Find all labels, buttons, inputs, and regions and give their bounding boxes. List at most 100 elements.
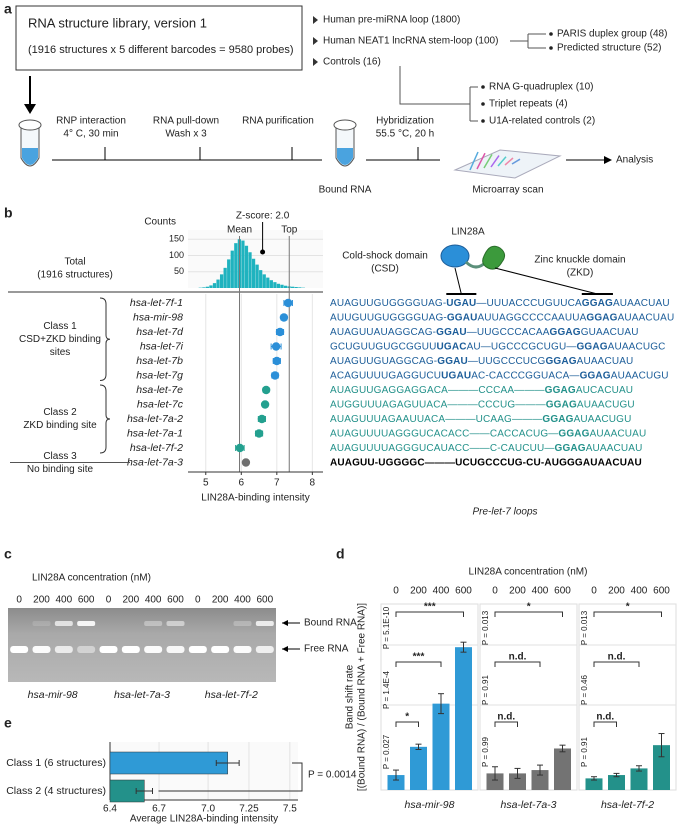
bar [531, 770, 549, 790]
histogram-label: Total [64, 257, 85, 268]
sequence-segment: GGAG [576, 341, 607, 352]
histogram-bar [283, 285, 288, 288]
sequence: AUAGUUGAGGAGGACA———CCCAA———GGAGAUCACUAU [330, 385, 633, 396]
x-tick-label: 400 [532, 586, 549, 597]
panel-label: a [4, 1, 12, 17]
panel-label: c [4, 546, 12, 562]
x-tick-label: 7.5 [283, 804, 297, 815]
sequence-caption: Pre-let-7 loops [472, 507, 537, 518]
lane-label: 400 [145, 595, 162, 606]
p-value: P = 0.46 [580, 675, 589, 705]
sequence-segment: AUAACUGU [574, 414, 632, 425]
zkd-domain [482, 245, 506, 270]
histogram-bar [205, 286, 210, 288]
microarray [453, 149, 562, 179]
significance-bracket [395, 661, 442, 667]
significance-bracket [494, 611, 563, 617]
free-band [233, 646, 252, 653]
class-description: CSD+ZKD binding [19, 334, 101, 345]
bar [509, 773, 526, 790]
sequence: AUAGUUAUAGGCAG-GGAU—UUGCCCACAAGGAGGUAACU… [330, 327, 639, 338]
bullet [313, 37, 318, 45]
sequence-segment: ACAGUUUUGAGGUCU [330, 370, 441, 381]
sequence-segment: UGAU [446, 298, 476, 309]
category-label: hsa-let-7g [136, 369, 183, 381]
lane-label: 600 [78, 595, 95, 606]
class-description: No binding site [27, 464, 94, 475]
histogram-bar [248, 252, 252, 288]
sequence-segment: GCUGUUGUGCGGUU [330, 341, 437, 352]
histogram-bar [276, 283, 281, 288]
dot [272, 356, 282, 366]
protein-name: LIN28A [451, 227, 485, 238]
bound-band [233, 621, 252, 626]
histogram-bar [241, 240, 245, 288]
x-tick-label: 200 [509, 586, 526, 597]
sequence: AUAGUU-UGGGGC———UCUGCCCUG-CU-AUGGGAUAACU… [330, 457, 642, 468]
free-band [166, 646, 185, 653]
x-tick-label: 600 [455, 586, 472, 597]
lane-label: 0 [195, 595, 201, 606]
tube-cap [333, 119, 357, 131]
p-value: P = 0.013 [580, 610, 589, 645]
pointer [494, 267, 598, 295]
histogram-bar [230, 250, 234, 288]
x-tick-label: 7.25 [239, 804, 259, 815]
neat1-subgroup: Predicted structure (52) [557, 43, 662, 54]
y-axis-label: Band shift rate [345, 664, 356, 729]
sequence-segment: —UUGCCCUCG [468, 356, 546, 367]
category-label: hsa-let-7a-2 [127, 413, 183, 425]
bound-band [255, 621, 274, 626]
chart-title: LIN28A concentration (nM) [469, 567, 588, 578]
arrow-head [24, 104, 36, 114]
p-value: P = 0.99 [481, 737, 490, 767]
class-brace [99, 384, 111, 454]
bar [585, 778, 603, 790]
x-tick-label: 0 [591, 586, 597, 597]
histogram-bar [291, 286, 295, 288]
control-subgroup: Triplet repeats (4) [489, 99, 568, 110]
significance-bracket [593, 611, 662, 617]
x-tick-label: 400 [631, 586, 648, 597]
bar [387, 775, 405, 790]
step-detail: Wash x 3 [165, 129, 207, 140]
sequence-segment: AUGGUUUAGAGUUACA———CCCUG——— [330, 399, 546, 410]
significance-label: * [626, 602, 630, 613]
x-tick-label: 7.0 [201, 804, 215, 815]
csd-label: Cold-shock domain [342, 251, 428, 262]
category-label: hsa-mir-98 [133, 311, 183, 323]
x-tick-label: 6.7 [152, 804, 166, 815]
zkd-label: (ZKD) [567, 268, 594, 279]
significance-label: n.d. [497, 712, 515, 723]
free-band [77, 646, 96, 653]
category-label: hsa-let-7c [137, 398, 184, 410]
sequence: AUAGUUUUAGGGUCAUACC——C-CAUCUU—GGAGAUAACU… [330, 443, 642, 454]
category-label: hsa-let-7a-1 [127, 427, 183, 439]
gel-group-label: hsa-let-7f-2 [205, 689, 258, 701]
dot [241, 458, 251, 467]
microarray-spot [504, 157, 514, 166]
step-title: RNP interaction [56, 116, 126, 127]
histogram-bar [223, 267, 227, 288]
histogram-bar [234, 243, 238, 288]
lane-label: 200 [122, 595, 139, 606]
sequence-segment: —UUGCCCACAA [467, 327, 550, 338]
histogram-bar [255, 264, 259, 288]
category-label: hsa-let-7e [136, 384, 183, 396]
sequence-segment: AUUGUUGUGGGGUAG- [330, 312, 447, 323]
histogram-bar [219, 274, 224, 288]
sequence-segment: AUAGUUAUAGGCAG- [330, 327, 436, 338]
free-band [54, 646, 73, 653]
scan-label: Microarray scan [472, 185, 543, 196]
sequence-segment: AUAGUUUUAGGGUCACACC——CACCACUG— [330, 428, 558, 439]
bar [653, 745, 670, 790]
x-axis-label: LIN28A-binding intensity [201, 493, 309, 504]
p-value: P = 0.91 [481, 675, 490, 705]
sequence-segment: UGAU [441, 370, 471, 381]
sequence-segment: UGAC [437, 341, 467, 352]
bound-band [54, 621, 73, 626]
histogram-bar [209, 285, 213, 288]
dot [257, 414, 267, 424]
arrow-head [604, 156, 612, 164]
